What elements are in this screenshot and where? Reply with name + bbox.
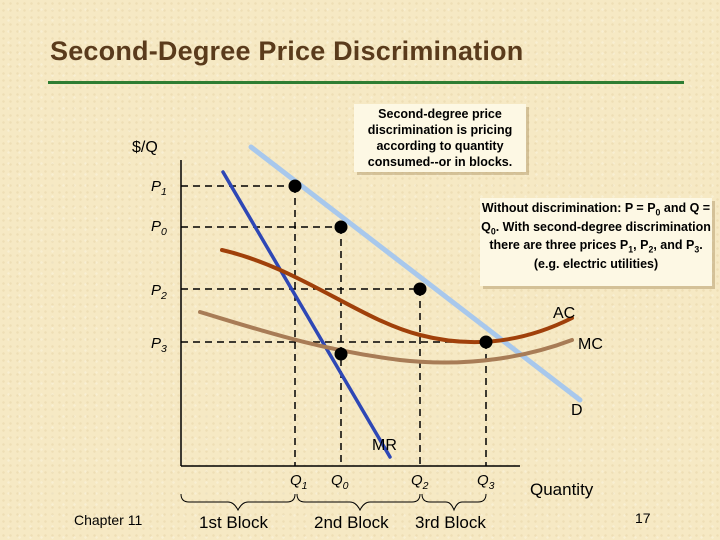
chapter-label: Chapter 11 <box>74 512 143 528</box>
mr-label: MR <box>372 437 397 454</box>
first-block-label: 1st Block <box>199 513 268 532</box>
marginal-cost-curve <box>198 310 574 365</box>
definition-callout: Second-degree price discrimination is pr… <box>354 104 526 172</box>
y-axis-label: $/Q <box>132 139 158 156</box>
p1-q1-point <box>288 179 302 193</box>
p3-label: P3 <box>151 335 167 355</box>
first-block-brace <box>180 493 296 512</box>
demand-label: D <box>571 402 583 419</box>
ac-label: AC <box>553 305 576 322</box>
second-block-label: 2nd Block <box>314 513 389 532</box>
q3-label: Q3 <box>477 472 495 492</box>
mc-label: MC <box>578 336 603 353</box>
q0-label: Q0 <box>331 472 349 492</box>
p0-label: P0 <box>151 218 167 238</box>
q2-label: Q2 <box>411 472 429 492</box>
x-axis-label: Quantity <box>530 480 594 499</box>
average-cost-curve <box>220 248 574 345</box>
third-block-label: 3rd Block <box>415 513 486 532</box>
second-block-brace <box>296 493 421 512</box>
page-number: 17 <box>635 510 651 526</box>
third-block-brace <box>421 493 487 512</box>
title-divider <box>48 81 684 84</box>
p2-q2-point <box>413 282 427 296</box>
p3-q3-point <box>479 335 493 349</box>
demand-curve <box>248 144 583 403</box>
p0-q0-point <box>334 220 348 234</box>
marginal-revenue-curve <box>221 170 392 459</box>
mc-intersection-point <box>334 347 348 361</box>
example-callout: Without discrimination: P = P0 and Q = Q… <box>480 198 712 286</box>
p2-label: P2 <box>151 282 167 302</box>
p1-label: P1 <box>151 178 167 198</box>
q1-label: Q1 <box>290 472 308 492</box>
page-title: Second-Degree Price Discrimination <box>50 36 524 66</box>
